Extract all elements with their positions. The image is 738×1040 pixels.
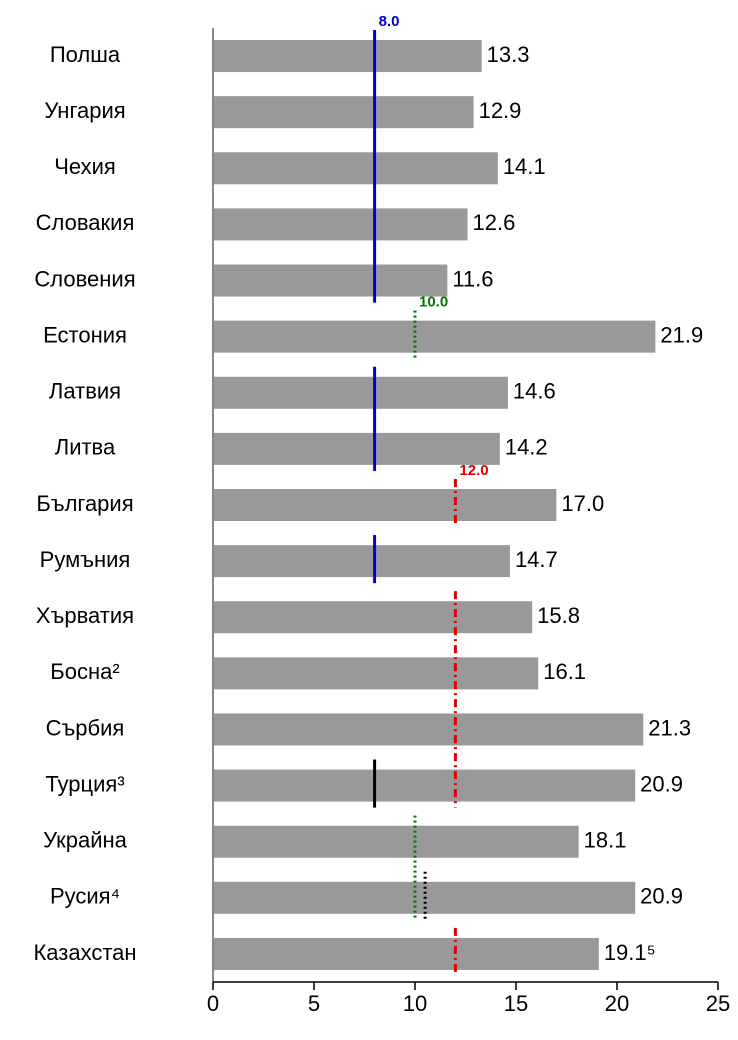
- bar: [213, 769, 636, 802]
- bar: [213, 489, 557, 521]
- category-label: България: [36, 491, 133, 516]
- value-label: 12.6: [473, 210, 516, 235]
- value-label: 14.1: [503, 154, 546, 179]
- category-label: Босна²: [50, 659, 119, 684]
- value-label: 20.9: [640, 884, 683, 909]
- reference-label: 8.0: [379, 13, 400, 30]
- bar: [213, 825, 579, 858]
- category-label: Естония: [43, 322, 127, 347]
- value-label: 16.1: [543, 659, 586, 684]
- bar: [213, 432, 500, 465]
- bar: [213, 208, 468, 241]
- value-label: 14.6: [513, 379, 556, 404]
- value-label: 13.3: [487, 42, 530, 67]
- value-label: 14.7: [515, 547, 558, 572]
- bar: [213, 376, 508, 409]
- category-label: Унгария: [44, 98, 125, 123]
- bar: [213, 601, 533, 634]
- value-label: 15.8: [537, 603, 580, 628]
- bar: [213, 937, 599, 970]
- x-tick-label: 25: [706, 991, 730, 1016]
- bar: [213, 152, 498, 185]
- category-label: Турция³: [45, 771, 124, 796]
- value-label: 19.1⁵: [604, 940, 656, 965]
- value-label: 18.1: [584, 828, 627, 853]
- value-label: 11.6: [452, 266, 493, 291]
- x-tick-label: 0: [207, 991, 219, 1016]
- category-label: Казахстан: [33, 940, 136, 965]
- category-label: Русия⁴: [50, 884, 120, 909]
- category-label: Латвия: [49, 379, 121, 404]
- x-tick-label: 5: [308, 991, 320, 1016]
- category-label: Полша: [50, 42, 121, 67]
- value-label: 20.9: [640, 771, 683, 796]
- x-tick-label: 10: [403, 991, 427, 1016]
- bar: [213, 545, 510, 578]
- bar: [213, 657, 539, 690]
- value-label: 21.3: [648, 715, 691, 740]
- value-label: 12.9: [479, 98, 522, 123]
- category-label: Румъния: [40, 547, 131, 572]
- x-tick-label: 15: [504, 991, 528, 1016]
- value-label: 14.2: [505, 435, 548, 460]
- value-label: 21.9: [660, 322, 703, 347]
- bar: [213, 713, 644, 746]
- reference-label: 10.0: [419, 294, 448, 311]
- category-label: Сърбия: [46, 715, 125, 740]
- bar: [213, 264, 448, 297]
- x-tick-label: 20: [605, 991, 629, 1016]
- category-label: Хърватия: [36, 603, 134, 628]
- category-label: Украйна: [43, 828, 128, 853]
- category-label: Словакия: [36, 210, 135, 235]
- bar: [213, 96, 474, 129]
- value-label: 17.0: [561, 491, 604, 516]
- category-label: Литва: [55, 435, 116, 460]
- bar: [213, 40, 482, 73]
- bar: [213, 320, 656, 353]
- category-label: Чехия: [54, 154, 116, 179]
- reference-label: 12.0: [459, 462, 488, 479]
- category-label: Словения: [34, 266, 135, 291]
